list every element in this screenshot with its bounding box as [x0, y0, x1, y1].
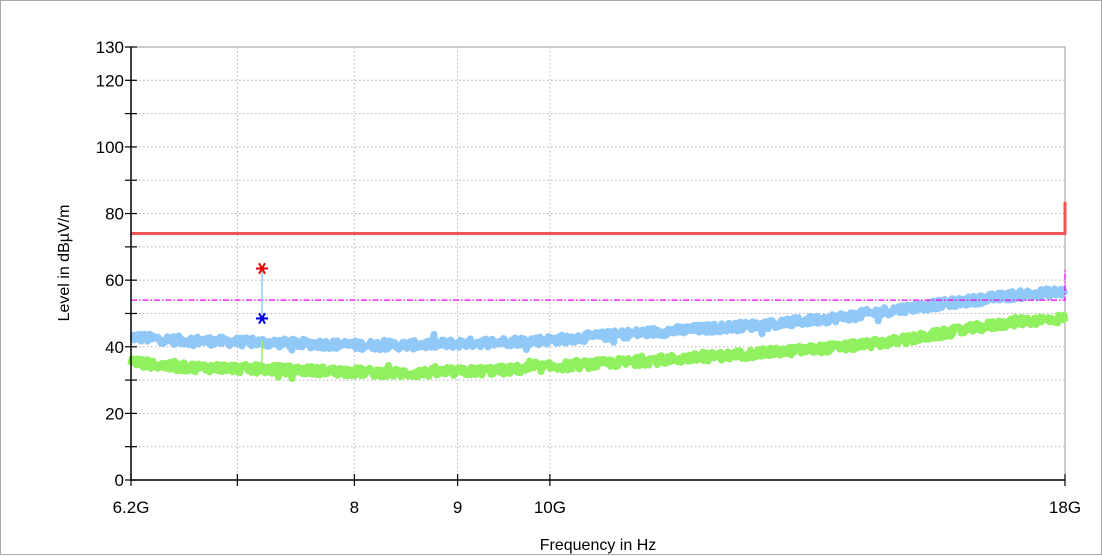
y-tick-label: 100	[96, 138, 124, 157]
axis-layer: 0 20 40 60 80 100 120 130 6.2G 8 9 10G 18G	[96, 38, 1081, 517]
x-tick-label: 10G	[534, 498, 566, 517]
x-tick-label: 9	[453, 498, 462, 517]
y-tick-label: 80	[105, 205, 124, 224]
y-tick-label: 40	[105, 338, 124, 357]
series-trace-0	[128, 285, 1069, 354]
y-tick-label: 0	[115, 471, 124, 490]
y-tick-label: 60	[105, 271, 124, 290]
plot-area	[130, 46, 1066, 481]
x-tick-label: 6.2G	[113, 498, 150, 517]
x-tick-label: 18G	[1049, 498, 1081, 517]
y-tick-label: 130	[96, 38, 124, 57]
series-layer	[127, 201, 1069, 382]
limit-line-dashed	[131, 268, 1066, 301]
marker-layer	[256, 262, 269, 364]
x-tick-label: 8	[350, 498, 359, 517]
y-axis-title: Level in dBµV/m	[56, 205, 73, 322]
y-tick-label: 120	[96, 71, 124, 90]
series-trace-1	[127, 311, 1069, 382]
x-axis-title: Frequency in Hz	[540, 537, 657, 554]
limit-line	[131, 201, 1067, 235]
y-tick-label: 20	[105, 404, 124, 423]
asterisk-marker	[256, 262, 269, 275]
asterisk-marker	[256, 312, 269, 325]
gridlines	[131, 47, 1065, 480]
